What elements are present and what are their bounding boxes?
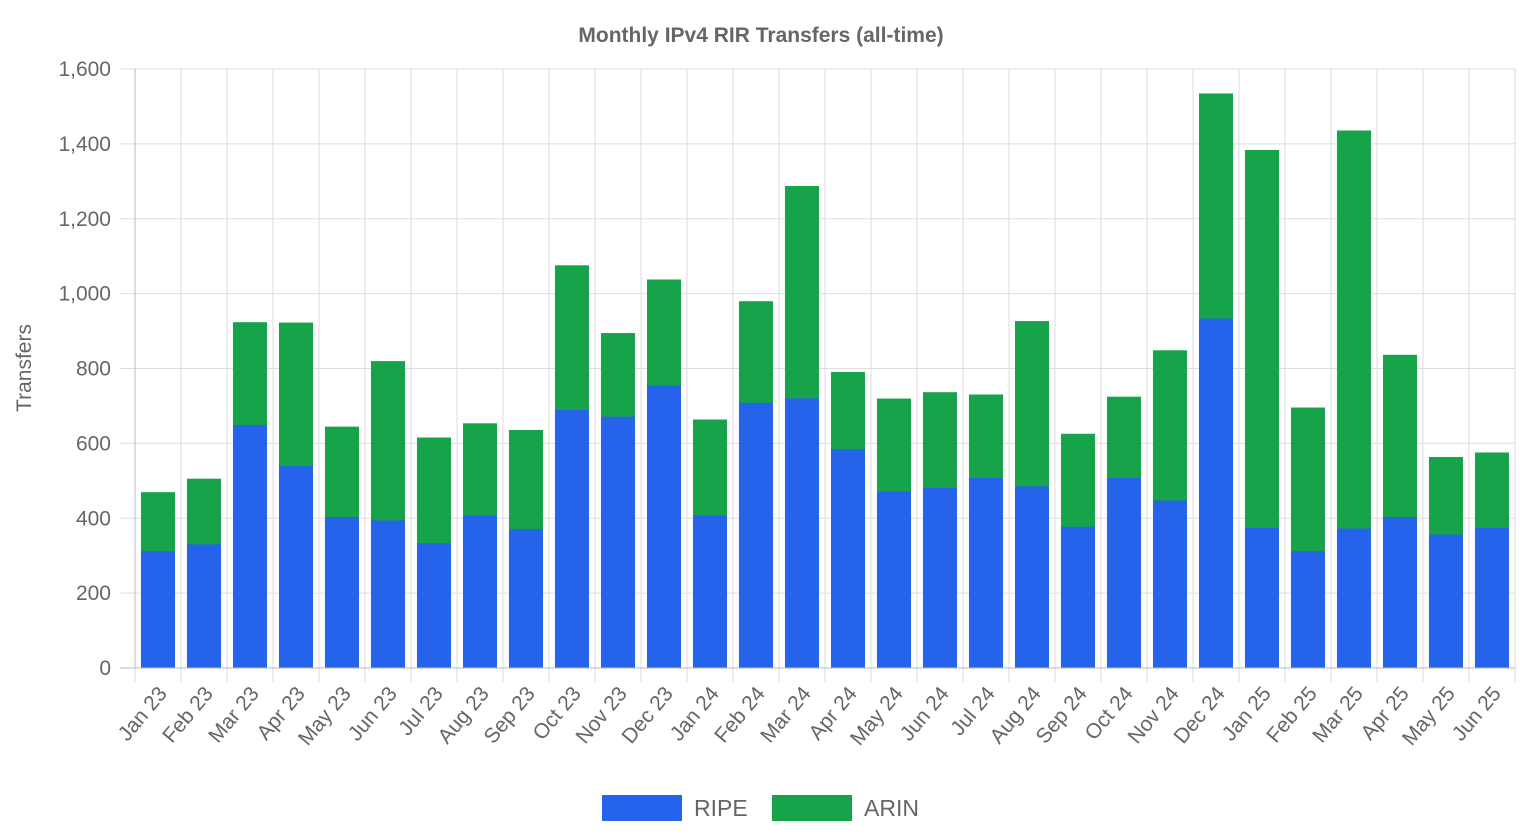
bar-arin xyxy=(1106,396,1142,479)
bar-ripe xyxy=(1474,527,1510,669)
y-tick-label: 200 xyxy=(76,582,111,605)
x-tick-label: Dec 23 xyxy=(617,682,677,748)
bar-ripe xyxy=(462,515,498,669)
bar-arin xyxy=(922,392,958,488)
chart-title: Monthly IPv4 RIR Transfers (all-time) xyxy=(578,24,943,47)
bar-arin xyxy=(692,419,728,516)
bar-ripe xyxy=(1106,477,1142,669)
x-tick-label: Mar 25 xyxy=(1308,682,1368,747)
bar-ripe xyxy=(1198,318,1234,669)
bar-ripe xyxy=(646,385,682,669)
bar-ripe xyxy=(1336,528,1372,669)
bar-arin xyxy=(1152,350,1188,501)
bar-ripe xyxy=(1060,526,1096,669)
bar-arin xyxy=(186,478,222,545)
x-tick-label: Jun 24 xyxy=(896,682,954,745)
legend-swatch-arin xyxy=(772,795,852,821)
bar-arin xyxy=(370,361,406,521)
x-tick-label: Mar 23 xyxy=(204,682,264,747)
x-tick-label: Dec 24 xyxy=(1169,682,1230,748)
bar-arin xyxy=(1060,433,1096,527)
bar-ripe xyxy=(1382,516,1418,669)
y-tick-label: 1,000 xyxy=(58,283,111,306)
bar-arin xyxy=(968,394,1004,479)
bar-arin xyxy=(1474,452,1510,528)
bar-ripe xyxy=(186,543,222,669)
bar-arin xyxy=(1014,321,1050,487)
y-tick-label: 800 xyxy=(76,358,111,381)
bar-arin xyxy=(1244,149,1280,528)
bar-ripe xyxy=(508,528,544,669)
bar-ripe xyxy=(600,416,636,669)
bar-arin xyxy=(1290,407,1326,552)
y-tick-label: 1,600 xyxy=(58,58,111,81)
bar-ripe xyxy=(692,515,728,669)
x-tick-label: Jun 25 xyxy=(1448,682,1506,745)
bar-arin xyxy=(140,492,176,552)
bar-ripe xyxy=(830,448,866,669)
y-tick-label: 1,200 xyxy=(58,208,111,231)
bar-ripe xyxy=(1290,550,1326,669)
bar-arin xyxy=(830,371,866,450)
bar-arin xyxy=(646,279,682,386)
x-tick-label: Sep 23 xyxy=(479,682,539,748)
bar-arin xyxy=(232,322,268,425)
grid xyxy=(120,68,1516,682)
bar-arin xyxy=(416,437,452,544)
legend-swatch-ripe xyxy=(602,795,682,821)
y-tick-label: 400 xyxy=(76,507,111,530)
bar-arin xyxy=(1336,130,1372,529)
bar-arin xyxy=(554,265,590,410)
bar-arin xyxy=(600,333,636,417)
bar-arin xyxy=(1382,354,1418,518)
bar-ripe xyxy=(1244,527,1280,669)
legend-label-arin: ARIN xyxy=(864,795,919,821)
bar-ripe xyxy=(370,519,406,669)
bar-ripe xyxy=(140,550,176,669)
bar-arin xyxy=(1428,456,1464,535)
bar-ripe xyxy=(324,516,360,669)
bar-ripe xyxy=(968,477,1004,669)
bar-arin xyxy=(462,423,498,516)
bar-ripe xyxy=(278,465,314,669)
y-tick-label: 1,400 xyxy=(58,133,111,156)
bar-ripe xyxy=(1428,534,1464,669)
bar-arin xyxy=(1198,93,1234,319)
x-tick-label: Mar 24 xyxy=(756,682,816,747)
x-tick-label: Sep 24 xyxy=(1031,682,1092,748)
bar-ripe xyxy=(922,487,958,669)
legend-label-ripe: RIPE xyxy=(694,795,748,821)
bar-arin xyxy=(324,426,360,518)
bar-arin xyxy=(508,430,544,529)
legend: RIPE ARIN xyxy=(602,795,919,821)
bar-ripe xyxy=(1014,485,1050,669)
bar-ripe xyxy=(876,491,912,669)
y-tick-label: 0 xyxy=(99,657,111,680)
bar-ripe xyxy=(232,424,268,669)
bar-ripe xyxy=(1152,500,1188,669)
x-tick-label: Jun 23 xyxy=(344,682,402,745)
y-tick-label: 600 xyxy=(76,432,111,455)
bar-arin xyxy=(278,322,314,467)
bars xyxy=(140,93,1510,669)
bar-ripe xyxy=(784,397,820,669)
bar-ripe xyxy=(416,542,452,669)
y-axis-label: Transfers xyxy=(13,324,36,412)
bar-arin xyxy=(784,185,820,399)
bar-arin xyxy=(876,398,912,492)
bar-ripe xyxy=(738,402,774,669)
bar-ripe xyxy=(554,409,590,669)
bar-arin xyxy=(738,301,774,403)
